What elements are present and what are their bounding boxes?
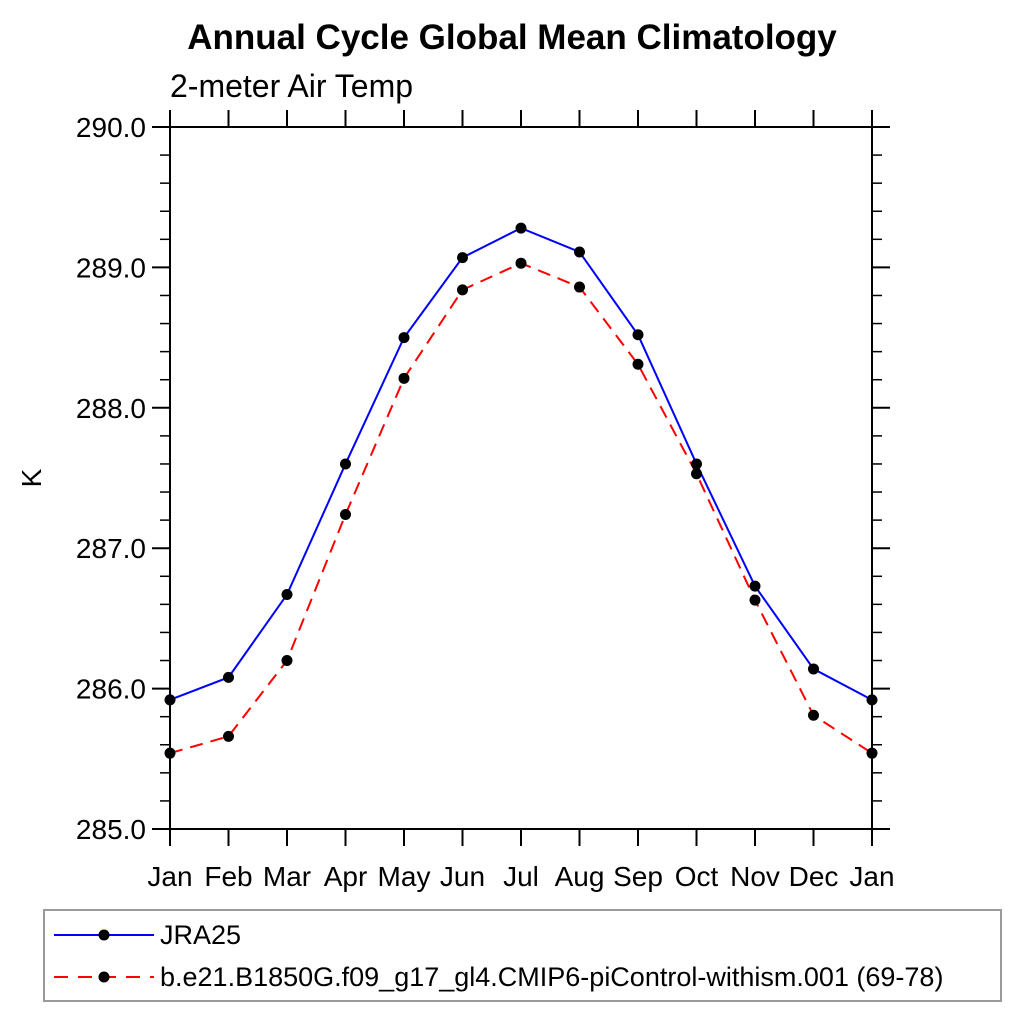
y-tick-label: 289.0: [76, 252, 146, 283]
data-point: [632, 329, 644, 341]
legend-label: b.e21.B1850G.f09_g17_gl4.CMIP6-piControl…: [160, 961, 944, 992]
data-point: [866, 694, 878, 706]
y-tick-label: 285.0: [76, 814, 146, 845]
data-point: [281, 589, 293, 601]
data-point: [457, 252, 468, 264]
data-point: [691, 458, 702, 470]
data-point: [574, 246, 585, 258]
x-tick-label: May: [378, 861, 431, 892]
series-line: [169, 226, 873, 701]
y-tick-label: 287.0: [76, 533, 146, 564]
x-tick-label: Nov: [730, 861, 780, 892]
legend-item: JRA25: [53, 915, 1000, 955]
data-point: [398, 372, 410, 384]
x-tick-label: Oct: [675, 861, 719, 892]
legend-item: b.e21.B1850G.f09_g17_gl4.CMIP6-piControl…: [53, 957, 1000, 997]
data-point: [808, 709, 819, 721]
data-point: [340, 458, 351, 470]
data-point: [515, 257, 527, 269]
x-tick-label: Sep: [613, 861, 663, 892]
data-point: [574, 281, 585, 293]
data-point: [457, 284, 468, 296]
y-tick-label: 290.0: [76, 112, 146, 143]
x-tick-label: Jan: [147, 861, 192, 892]
data-point: [749, 594, 761, 606]
x-tick-label: Aug: [555, 861, 605, 892]
y-tick-label: 288.0: [76, 393, 146, 424]
legend-box: JRA25 b.e21.B1850G.f09_g17_gl4.CMIP6-piC…: [43, 909, 1002, 1002]
data-point: [164, 694, 176, 706]
legend-label: JRA25: [160, 919, 242, 950]
y-tick-label: 286.0: [76, 674, 146, 705]
x-tick-label: Jul: [503, 861, 539, 892]
data-point: [223, 730, 234, 742]
x-tick-label: Feb: [204, 861, 252, 892]
data-point: [223, 671, 234, 683]
legend-line-sample: [54, 929, 154, 940]
data-point: [515, 222, 527, 234]
data-point: [691, 468, 702, 480]
legend-marker-icon: [98, 929, 110, 940]
data-point: [749, 580, 761, 592]
x-tick-label: Jan: [849, 861, 894, 892]
series-line: [169, 262, 873, 755]
legend-line-sample: [54, 971, 154, 982]
data-point: [398, 332, 410, 344]
data-point: [632, 358, 644, 370]
data-point: [808, 663, 819, 675]
data-point: [866, 747, 878, 759]
chart-subtitle: 2-meter Air Temp: [170, 68, 414, 104]
chart-title: Annual Cycle Global Mean Climatology: [187, 18, 837, 57]
data-point: [340, 509, 351, 521]
x-tick-label: Mar: [263, 861, 311, 892]
data-point: [281, 655, 293, 667]
x-tick-label: Jun: [440, 861, 485, 892]
legend-marker-icon: [98, 971, 110, 982]
x-tick-label: Dec: [789, 861, 839, 892]
x-tick-label: Apr: [324, 861, 368, 892]
data-point: [164, 747, 176, 759]
